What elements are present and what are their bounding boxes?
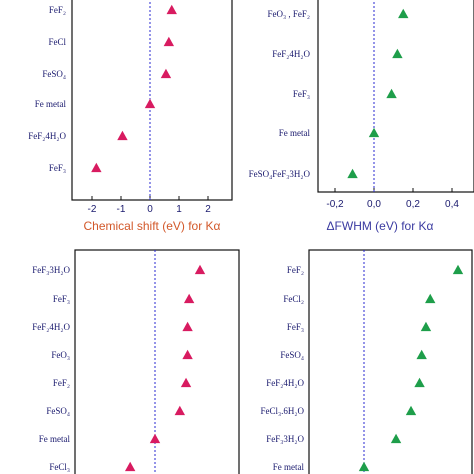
category-label: FeF₂4H₂O <box>266 378 304 388</box>
data-point-triangle <box>149 433 161 444</box>
category-label: FeF₃3H₂O <box>266 434 304 444</box>
data-point-triangle <box>386 88 397 99</box>
category-label: FeF₃ <box>53 294 70 304</box>
plot-frame <box>74 249 240 474</box>
category-label: FeF₃ <box>287 322 304 332</box>
data-markers <box>358 264 464 472</box>
x-axis-label: ΔFWHM (eV) for Kα <box>327 219 434 233</box>
category-label: FeF₂ <box>49 5 66 15</box>
category-label: FeF₃ <box>49 163 66 173</box>
data-point-triangle <box>398 8 409 19</box>
panel-bottom-right: FeF₂ FeCl₂ FeF₃ FeSO₄ FeF₂4H₂O FeCl₃.6H₂O FeF₃… <box>260 249 473 474</box>
category-label: FeSO₄ <box>46 406 70 416</box>
x-axis-ticks: -2 -1 0 1 2 <box>88 196 211 215</box>
data-markers <box>91 4 177 173</box>
data-point-triangle <box>117 130 128 141</box>
category-label: Fe metal <box>35 99 67 109</box>
data-point-triangle <box>174 405 186 416</box>
category-label: FeSO₄ <box>280 350 304 360</box>
category-label: FeF₂4H₂O <box>272 49 310 59</box>
category-labels: FeO₃ , FeF₂ FeF₂4H₂O FeF₃ Fe metal FeSO₄FeF₃… <box>249 9 311 179</box>
plot-frame <box>71 0 233 201</box>
category-labels: FeF₂ FeCl₂ FeF₃ FeSO₄ FeF₂4H₂O FeCl₃.6H₂O FeF₃… <box>260 265 304 472</box>
panel-top-right: FeO₃ , FeF₂ FeF₂4H₂O FeF₃ Fe metal FeSO₄FeF₃… <box>249 0 474 233</box>
category-labels: FeF₂ FeCl FeSO₄ Fe metal FeF₂4H₂O FeF₃ <box>28 5 66 173</box>
panel-bottom-left: FeF₃3H₂O FeF₃ FeF₂4H₂O FeO₃ FeF₂ FeSO₄ Fe meta… <box>32 249 240 474</box>
category-label: Fe metal <box>39 434 71 444</box>
data-point-triangle <box>194 264 206 275</box>
category-label: FeCl <box>48 37 66 47</box>
category-label: FeCl₃.6H₂O <box>260 406 304 416</box>
x-tick-label: 0,2 <box>406 199 420 210</box>
category-label: FeCl₃ <box>49 462 70 472</box>
data-point-triangle <box>347 168 358 179</box>
data-point-triangle <box>420 321 432 332</box>
plot-frame <box>308 249 473 474</box>
x-axis-label: Chemical shift (eV) for Kα <box>84 219 221 233</box>
data-point-triangle <box>91 162 102 173</box>
category-label: FeF₂4H₂O <box>32 322 70 332</box>
data-point-triangle <box>144 98 156 109</box>
data-point-triangle <box>405 405 417 416</box>
data-markers <box>347 8 409 179</box>
panel-top-left: FeF₂ FeCl FeSO₄ Fe metal FeF₂4H₂O FeF₃ -2 -1 0 1… <box>28 0 233 233</box>
data-point-triangle <box>416 349 427 360</box>
data-point-triangle <box>368 127 380 138</box>
data-point-triangle <box>182 349 193 360</box>
category-label: FeF₂ <box>287 265 304 275</box>
category-label: FeSO₄FeF₃3H₂O <box>249 169 311 179</box>
data-point-triangle <box>390 433 402 444</box>
data-point-triangle <box>183 293 195 304</box>
x-tick-label: 0,4 <box>445 199 459 210</box>
category-label: FeSO₄ <box>42 69 66 79</box>
data-markers <box>124 264 206 472</box>
x-tick-label: -2 <box>88 204 97 215</box>
data-point-triangle <box>425 293 436 304</box>
data-point-triangle <box>160 68 172 79</box>
x-tick-label: 1 <box>176 204 182 215</box>
x-axis-ticks: -0,2 0,0 0,2 0,4 <box>326 188 459 210</box>
data-point-triangle <box>163 36 175 47</box>
x-tick-label: 2 <box>205 204 211 215</box>
category-label: FeF₂4H₂O <box>28 131 66 141</box>
x-tick-label: 0,0 <box>367 199 381 210</box>
data-point-triangle <box>124 461 136 472</box>
data-point-triangle <box>166 4 177 15</box>
category-label: FeCl₂ <box>283 294 304 304</box>
category-label: FeO₃ , FeF₂ <box>267 9 310 19</box>
data-point-triangle <box>414 377 425 388</box>
x-tick-label: -0,2 <box>326 199 344 210</box>
data-point-triangle <box>392 48 403 59</box>
data-point-triangle <box>182 321 193 332</box>
category-label: FeO₃ <box>51 350 70 360</box>
category-label: FeF₃3H₂O <box>32 265 70 275</box>
x-tick-label: -1 <box>117 204 126 215</box>
data-point-triangle <box>180 377 192 388</box>
plot-frame <box>317 0 474 193</box>
x-tick-label: 0 <box>147 204 153 215</box>
category-label: Fe metal <box>273 462 305 472</box>
data-point-triangle <box>358 461 370 472</box>
category-label: FeF₃ <box>293 89 310 99</box>
category-label: Fe metal <box>279 128 311 138</box>
category-labels: FeF₃3H₂O FeF₃ FeF₂4H₂O FeO₃ FeF₂ FeSO₄ Fe meta… <box>32 265 70 472</box>
category-label: FeF₂ <box>53 378 70 388</box>
data-point-triangle <box>452 264 464 275</box>
